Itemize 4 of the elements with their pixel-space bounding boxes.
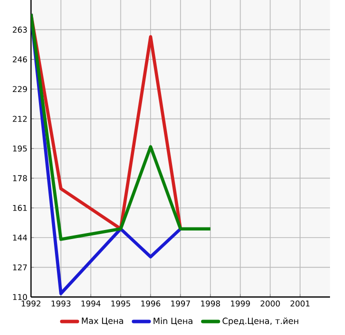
line-series (31, 12, 212, 241)
legend-label: Min Цена (154, 318, 192, 326)
legend-label: Max Цена (82, 318, 124, 326)
legend-label: Сред.Цена, т.йен (222, 318, 298, 326)
